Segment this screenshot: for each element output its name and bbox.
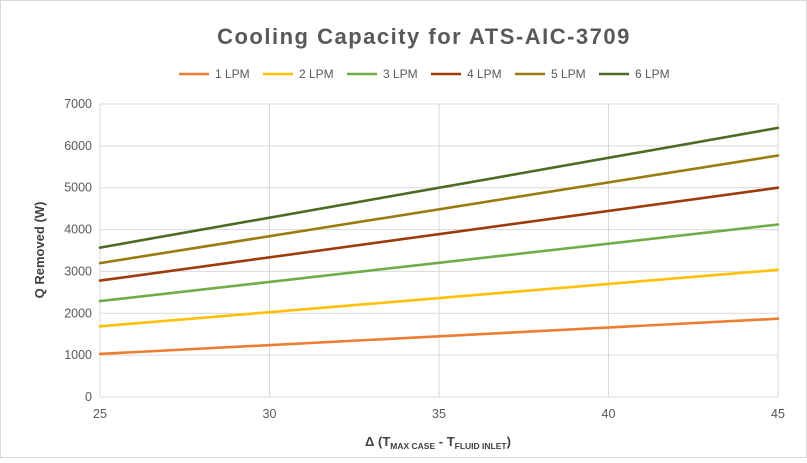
y-tick-label: 5000 [64,181,92,195]
x-tick-label: 45 [771,407,785,421]
legend-label: 6 LPM [635,67,670,81]
x-tick-label: 40 [602,407,616,421]
y-tick-label: 3000 [64,264,92,278]
x-tick-label: 25 [93,407,107,421]
series-line-1-lpm [98,317,780,356]
y-tick-label: 0 [85,390,92,404]
x-axis-title: Δ (TMAX CASE - TFLUID INLET) [365,434,511,451]
x-axis-title-sub1: MAX CASE [390,441,435,451]
series-layer [98,126,780,356]
x-axis-title-suffix: ) [507,434,511,449]
legend-label: 5 LPM [551,67,586,81]
chart-title: Cooling Capacity for ATS-AIC-3709 [217,24,631,49]
legend-item-2-lpm: 2 LPM [263,67,334,81]
legend-item-5-lpm: 5 LPM [515,67,586,81]
y-axis-ticks: 0 1000 2000 3000 4000 5000 6000 7000 [64,97,92,404]
series-line-3-lpm [98,223,780,303]
y-tick-label: 1000 [64,348,92,362]
y-tick-label: 4000 [64,223,92,237]
x-tick-label: 35 [432,407,446,421]
series-line-5-lpm [98,154,780,265]
series-line-4-lpm [98,186,780,282]
y-axis-title: Q Removed (W) [32,202,47,299]
series-line-2-lpm [98,268,780,328]
x-axis-title-sub2: FLUID INLET [455,441,508,451]
x-axis-title-mid: - T [435,434,455,449]
legend-item-1-lpm: 1 LPM [179,67,250,81]
x-axis-ticks: 25 30 35 40 45 [93,407,785,421]
legend-label: 3 LPM [383,67,418,81]
gridlines [99,103,779,398]
legend-item-4-lpm: 4 LPM [431,67,502,81]
legend-label: 1 LPM [215,67,250,81]
legend: 1 LPM 2 LPM 3 LPM 4 LPM 5 LPM 6 LPM [179,67,670,81]
y-tick-label: 6000 [64,139,92,153]
x-tick-label: 30 [263,407,277,421]
x-axis-title-prefix: Δ (T [365,434,390,449]
y-tick-label: 2000 [64,306,92,320]
y-tick-label: 7000 [64,97,92,111]
series-line-6-lpm [98,126,780,249]
legend-item-3-lpm: 3 LPM [347,67,418,81]
legend-label: 4 LPM [467,67,502,81]
legend-label: 2 LPM [299,67,334,81]
legend-item-6-lpm: 6 LPM [599,67,670,81]
